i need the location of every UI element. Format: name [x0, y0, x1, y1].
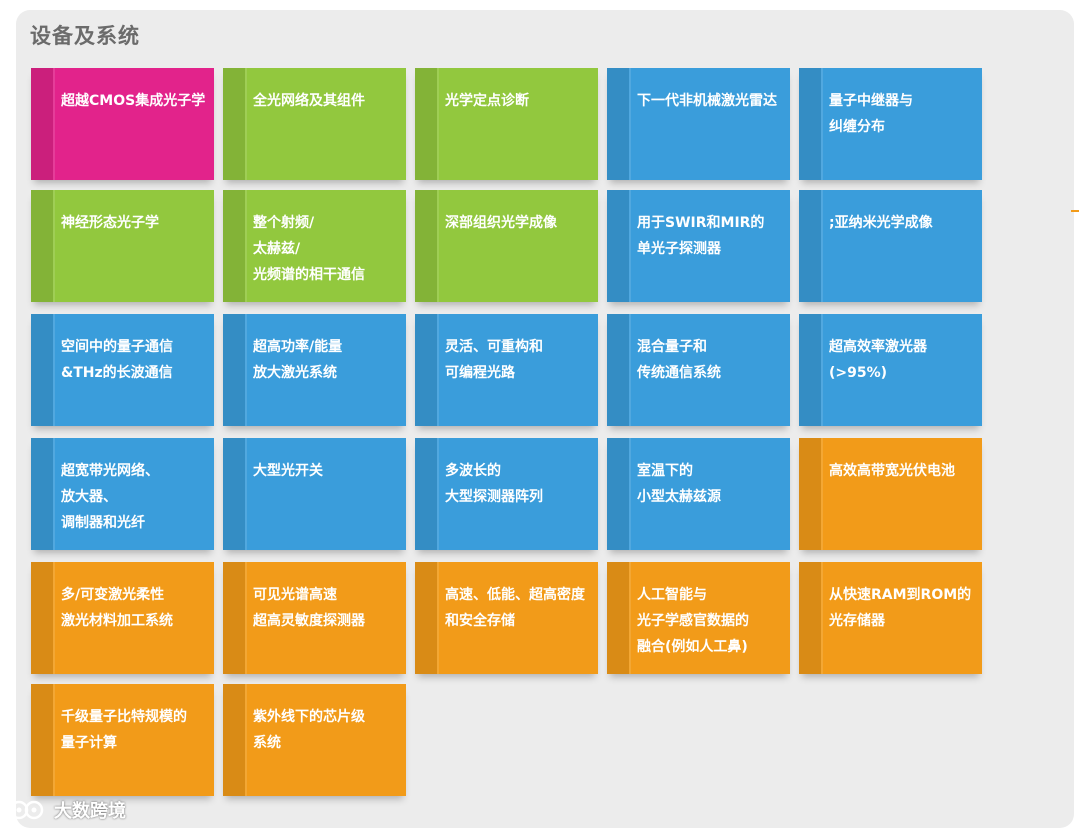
tile-label: 从快速RAM到ROM的 光存储器	[829, 587, 972, 629]
tile: 超宽带光网络、 放大器、 调制器和光纤	[31, 438, 214, 550]
tile: 高效高带宽光伏电池	[799, 438, 982, 550]
tile: 紫外线下的芯片级 系统	[223, 684, 406, 796]
tile-label: 多波长的 大型探测器阵列	[445, 463, 543, 505]
tile-label: 超宽带光网络、 放大器、 调制器和光纤	[61, 463, 159, 531]
watermark: 大数跨境	[8, 796, 126, 824]
tile-label: 可见光谱高速 超高灵敏度探测器	[253, 587, 365, 629]
watermark-logo-icon	[8, 799, 48, 821]
page-title: 设备及系统	[30, 24, 140, 48]
tile-label: 千级量子比特规模的 量子计算	[61, 709, 187, 751]
tile: 光学定点诊断	[415, 68, 598, 180]
tile-label: 人工智能与 光子学感官数据的 融合(例如人工鼻)	[637, 587, 749, 655]
tile: 深部组织光学成像	[415, 190, 598, 302]
tile-label: 深部组织光学成像	[445, 215, 557, 231]
tile-label: 室温下的 小型太赫兹源	[637, 463, 721, 505]
tile-label: 量子中继器与 纠缠分布	[829, 93, 913, 135]
tile: 室温下的 小型太赫兹源	[607, 438, 790, 550]
tile: 混合量子和 传统通信系统	[607, 314, 790, 426]
tile-label: 光学定点诊断	[445, 93, 529, 109]
tile: 用于SWIR和MIR的 单光子探测器	[607, 190, 790, 302]
tile: 从快速RAM到ROM的 光存储器	[799, 562, 982, 674]
tile: 灵活、可重构和 可编程光路	[415, 314, 598, 426]
tile: 超越CMOS集成光子学	[31, 68, 214, 180]
tile-label: 紫外线下的芯片级 系统	[253, 709, 365, 751]
tile-label: 多/可变激光柔性 激光材料加工系统	[61, 587, 173, 629]
tile-grid: 超越CMOS集成光子学 全光网络及其组件 光学定点诊断 下一代非机械激光雷达 量…	[31, 68, 991, 808]
tile: 整个射频/ 太赫兹/ 光频谱的相干通信	[223, 190, 406, 302]
tile-label: 整个射频/ 太赫兹/ 光频谱的相干通信	[253, 215, 365, 283]
tile-label: 用于SWIR和MIR的 单光子探测器	[637, 215, 765, 257]
tile: 多/可变激光柔性 激光材料加工系统	[31, 562, 214, 674]
watermark-text: 大数跨境	[54, 801, 126, 822]
tile-label: 高速、低能、超高密度 和安全存储	[445, 587, 585, 629]
tile: 超高效率激光器 (>95%)	[799, 314, 982, 426]
tile: 多波长的 大型探测器阵列	[415, 438, 598, 550]
tile: 高速、低能、超高密度 和安全存储	[415, 562, 598, 674]
tile: 下一代非机械激光雷达	[607, 68, 790, 180]
tile: 千级量子比特规模的 量子计算	[31, 684, 214, 796]
tile-label: 超高功率/能量 放大激光系统	[253, 339, 343, 381]
tile: 神经形态光子学	[31, 190, 214, 302]
tile: 可见光谱高速 超高灵敏度探测器	[223, 562, 406, 674]
tile: 量子中继器与 纠缠分布	[799, 68, 982, 180]
tile: 超高功率/能量 放大激光系统	[223, 314, 406, 426]
tile: 空间中的量子通信 &THz的长波通信	[31, 314, 214, 426]
tile-label: ;亚纳米光学成像	[829, 215, 933, 231]
tile: 全光网络及其组件	[223, 68, 406, 180]
tile-label: 神经形态光子学	[61, 215, 159, 231]
tile-label: 大型光开关	[253, 463, 323, 479]
edge-mark	[1071, 210, 1079, 212]
tile-label: 全光网络及其组件	[253, 93, 365, 109]
tile-label: 混合量子和 传统通信系统	[637, 339, 721, 381]
tile: 大型光开关	[223, 438, 406, 550]
tile-label: 下一代非机械激光雷达	[637, 93, 777, 109]
tile-label: 灵活、可重构和 可编程光路	[445, 339, 543, 381]
tile: ;亚纳米光学成像	[799, 190, 982, 302]
tile-label: 超越CMOS集成光子学	[61, 93, 206, 109]
tile-label: 空间中的量子通信 &THz的长波通信	[61, 339, 173, 381]
tile-label: 高效高带宽光伏电池	[829, 463, 955, 479]
tile: 人工智能与 光子学感官数据的 融合(例如人工鼻)	[607, 562, 790, 674]
tile-label: 超高效率激光器 (>95%)	[829, 339, 927, 381]
